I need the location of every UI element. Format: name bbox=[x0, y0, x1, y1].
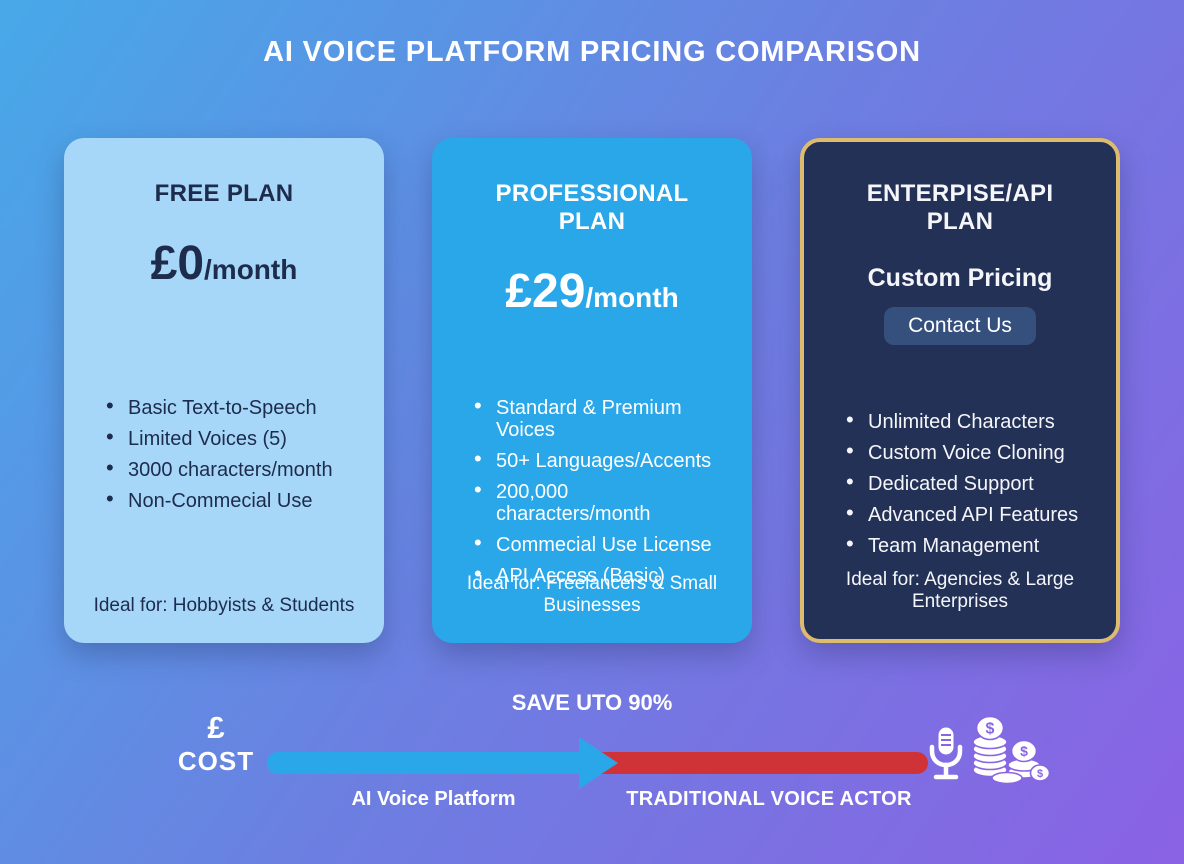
svg-text:$: $ bbox=[1037, 768, 1043, 780]
feature-item: 3000 characters/month bbox=[104, 457, 350, 481]
enterprise-plan-card: ENTERPISE/API PLAN Custom Pricing Contac… bbox=[800, 138, 1120, 643]
contact-us-button[interactable]: Contact Us bbox=[884, 307, 1036, 345]
professional-plan-card: PROFESSIONAL PLAN £29/month Standard & P… bbox=[432, 138, 752, 643]
feature-item: Custom Voice Cloning bbox=[844, 440, 1082, 464]
cost-axis-label: £ COST bbox=[170, 712, 262, 778]
feature-item: Non-Commecial Use bbox=[104, 488, 350, 512]
save-percentage-label: SAVE UTO 90% bbox=[511, 690, 673, 715]
platform-label: AI Voice Platform bbox=[351, 788, 516, 810]
feature-item: Team Management bbox=[844, 533, 1082, 557]
feature-item: 50+ Languages/Accents bbox=[472, 448, 718, 472]
professional-plan-features: Standard & Premium Voices 50+ Languages/… bbox=[472, 395, 718, 587]
free-plan-features: Basic Text-to-Speech Limited Voices (5) … bbox=[104, 395, 350, 512]
free-plan-title: FREE PLAN bbox=[154, 180, 294, 207]
feature-item: Dedicated Support bbox=[844, 471, 1082, 495]
enterprise-plan-features: Unlimited Characters Custom Voice Clonin… bbox=[844, 409, 1082, 557]
feature-item: Unlimited Characters bbox=[844, 409, 1082, 433]
svg-text:$: $ bbox=[1020, 743, 1028, 759]
feature-item: Basic Text-to-Speech bbox=[104, 395, 350, 419]
pricing-cards-row: FREE PLAN £0/month Basic Text-to-Speech … bbox=[0, 138, 1184, 643]
feature-item: Commecial Use License bbox=[472, 532, 718, 556]
feature-item: Standard & Premium Voices bbox=[472, 395, 718, 441]
cost-comparison-section: SAVE UTO 90% £ COST AI Voice Platform TR… bbox=[0, 684, 1184, 859]
price-period: /month bbox=[204, 254, 298, 285]
pound-symbol: £ bbox=[207, 710, 225, 745]
arrow-head bbox=[579, 737, 618, 789]
microphone-icon bbox=[929, 727, 963, 780]
enterprise-plan-title: ENTERPISE/API PLAN bbox=[866, 180, 1054, 235]
professional-plan-price: £29/month bbox=[466, 262, 718, 333]
price-period: /month bbox=[585, 282, 679, 313]
free-plan-ideal-for: Ideal for: Hobbyists & Students bbox=[93, 595, 355, 616]
cost-label: COST bbox=[177, 746, 255, 776]
free-plan-card: FREE PLAN £0/month Basic Text-to-Speech … bbox=[64, 138, 384, 643]
feature-item: 200,000 characters/month bbox=[472, 479, 718, 525]
feature-item: Limited Voices (5) bbox=[104, 426, 350, 450]
actor-label: TRADITIONAL VOICE ACTOR bbox=[626, 788, 912, 810]
feature-item: API Access (Basic) bbox=[472, 563, 718, 587]
enterprise-custom-pricing: Custom Pricing bbox=[867, 264, 1053, 292]
feature-item: Advanced API Features bbox=[844, 502, 1082, 526]
free-plan-price: £0/month bbox=[98, 234, 350, 305]
page-title: AI VOICE PLATFORM PRICING COMPARISON bbox=[263, 36, 921, 68]
money-coins-icon: $ $ $ bbox=[972, 715, 1050, 785]
platform-cost-bar bbox=[267, 752, 600, 774]
professional-plan-ideal-for: Ideal for: Freelancers & Small Businesse… bbox=[466, 573, 718, 616]
svg-text:$: $ bbox=[986, 721, 995, 738]
enterprise-plan-ideal-for: Ideal for: Agencies & Large Enterprises bbox=[845, 569, 1075, 612]
price-amount: £0 bbox=[150, 237, 205, 290]
actor-cost-bar bbox=[600, 752, 928, 774]
price-amount: £29 bbox=[505, 265, 586, 318]
professional-plan-title: PROFESSIONAL PLAN bbox=[495, 180, 689, 235]
